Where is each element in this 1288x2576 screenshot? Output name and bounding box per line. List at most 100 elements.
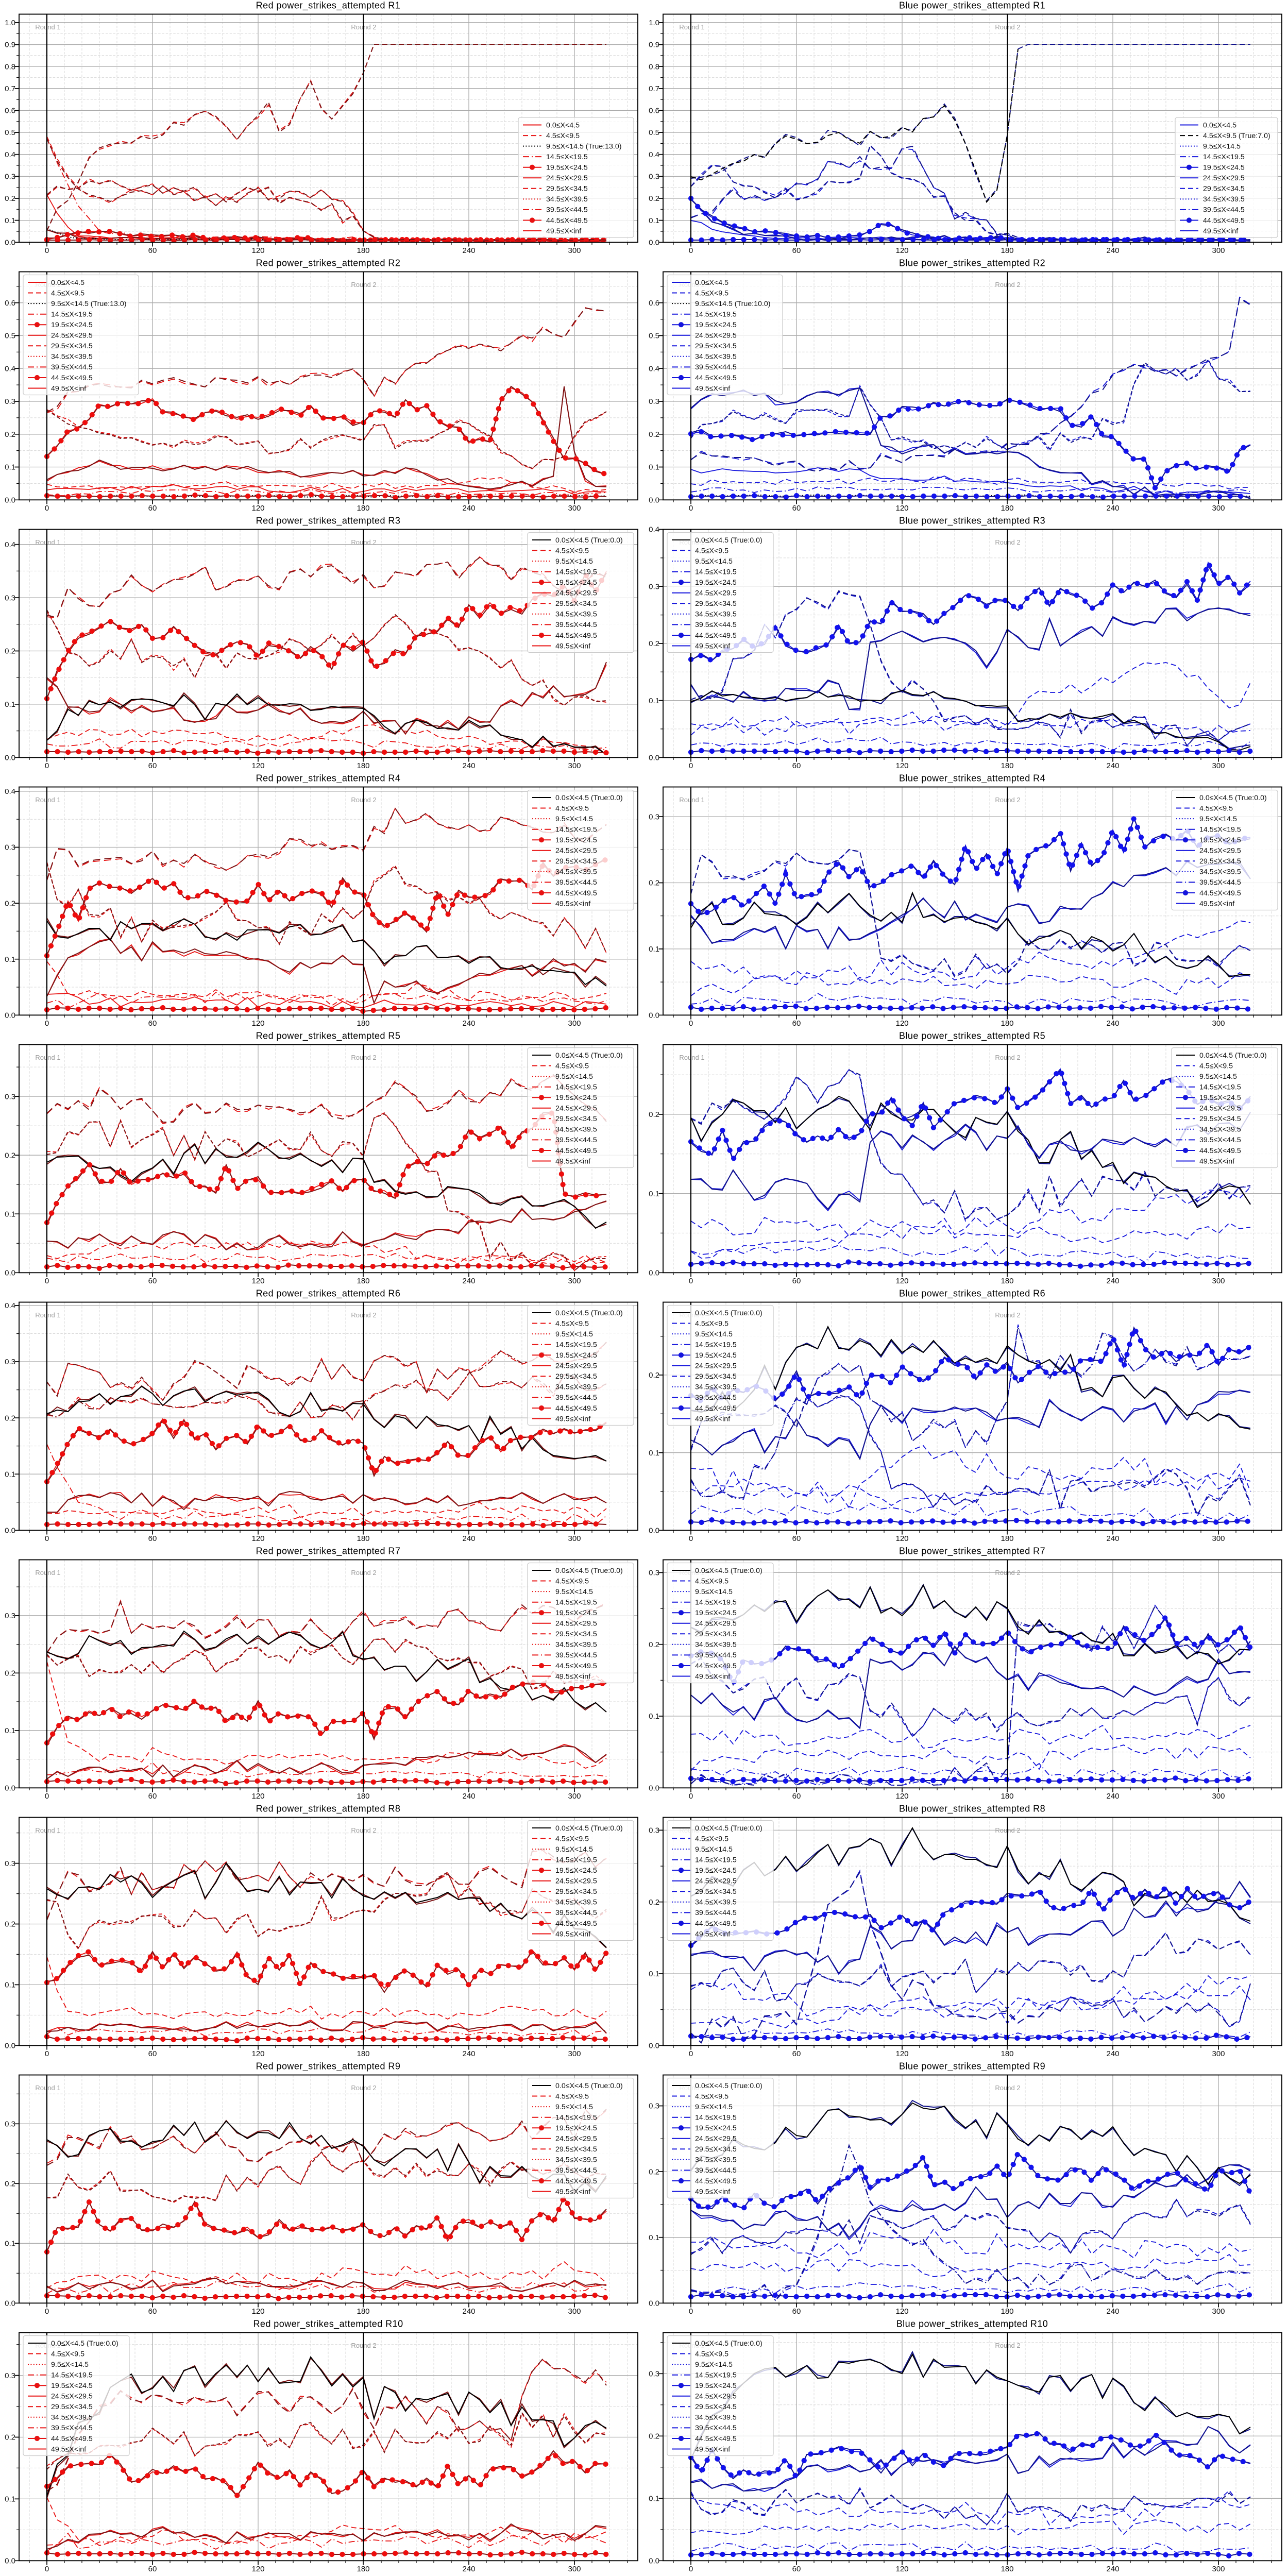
svg-text:39.5≤X<44.5: 39.5≤X<44.5 — [695, 2424, 737, 2432]
svg-text:0.0≤X<4.5 (True:0.0): 0.0≤X<4.5 (True:0.0) — [695, 2082, 762, 2090]
svg-text:0: 0 — [45, 761, 49, 770]
svg-text:9.5≤X<14.5: 9.5≤X<14.5 — [1199, 1073, 1237, 1081]
svg-text:24.5≤X<29.5: 24.5≤X<29.5 — [51, 332, 93, 340]
svg-text:0.2: 0.2 — [5, 1151, 15, 1160]
svg-text:180: 180 — [1001, 246, 1013, 255]
svg-text:19.5≤X<24.5: 19.5≤X<24.5 — [555, 1609, 597, 1617]
svg-text:240: 240 — [462, 2565, 475, 2573]
svg-text:0.1: 0.1 — [649, 2495, 659, 2503]
svg-text:Red power_strikes_attempted R3: Red power_strikes_attempted R3 — [256, 516, 401, 527]
svg-text:300: 300 — [1212, 1792, 1225, 1801]
svg-text:60: 60 — [792, 2307, 801, 2316]
svg-text:120: 120 — [251, 2049, 264, 2058]
svg-text:0: 0 — [689, 761, 693, 770]
svg-text:0.2: 0.2 — [5, 430, 15, 439]
svg-text:19.5≤X<24.5: 19.5≤X<24.5 — [695, 1867, 737, 1875]
svg-text:300: 300 — [1212, 761, 1225, 770]
svg-text:44.5≤X<49.5: 44.5≤X<49.5 — [1199, 889, 1241, 897]
svg-text:180: 180 — [1001, 2565, 1013, 2573]
svg-text:4.5≤X<9.5: 4.5≤X<9.5 — [1199, 804, 1233, 812]
svg-text:4.5≤X<9.5: 4.5≤X<9.5 — [51, 289, 84, 297]
svg-text:0.0: 0.0 — [649, 2557, 659, 2566]
svg-text:0.4: 0.4 — [649, 364, 659, 373]
svg-text:Blue power_strikes_attempted R: Blue power_strikes_attempted R9 — [899, 2061, 1045, 2072]
svg-text:180: 180 — [357, 1534, 369, 1543]
svg-text:39.5≤X<44.5: 39.5≤X<44.5 — [695, 1394, 737, 1402]
svg-text:34.5≤X<39.5: 34.5≤X<39.5 — [695, 353, 737, 361]
svg-text:39.5≤X<44.5: 39.5≤X<44.5 — [555, 2166, 597, 2175]
svg-text:49.5≤X<inf: 49.5≤X<inf — [51, 2445, 86, 2453]
svg-text:44.5≤X<49.5: 44.5≤X<49.5 — [555, 1404, 597, 1413]
svg-text:0.2: 0.2 — [5, 1414, 15, 1422]
svg-text:60: 60 — [792, 2049, 801, 2058]
svg-text:24.5≤X<29.5: 24.5≤X<29.5 — [555, 1877, 597, 1886]
svg-text:180: 180 — [1001, 1792, 1013, 1801]
svg-text:29.5≤X<34.5: 29.5≤X<34.5 — [1199, 1115, 1241, 1123]
svg-text:24.5≤X<29.5: 24.5≤X<29.5 — [695, 2393, 737, 2401]
svg-text:60: 60 — [792, 1792, 801, 1801]
svg-text:Red power_strikes_attempted R6: Red power_strikes_attempted R6 — [256, 1289, 401, 1299]
svg-text:180: 180 — [1001, 1277, 1013, 1285]
svg-text:39.5≤X<44.5: 39.5≤X<44.5 — [546, 206, 588, 214]
svg-text:0.4: 0.4 — [649, 150, 659, 159]
svg-text:300: 300 — [568, 1277, 581, 1285]
svg-text:0.0: 0.0 — [5, 754, 15, 762]
svg-text:120: 120 — [895, 761, 908, 770]
svg-text:34.5≤X<39.5: 34.5≤X<39.5 — [1203, 195, 1245, 204]
svg-text:34.5≤X<39.5: 34.5≤X<39.5 — [695, 1641, 737, 1649]
svg-text:14.5≤X<19.5: 14.5≤X<19.5 — [546, 153, 588, 161]
svg-text:39.5≤X<44.5: 39.5≤X<44.5 — [695, 1651, 737, 1659]
svg-text:0: 0 — [45, 2307, 49, 2316]
svg-text:44.5≤X<49.5: 44.5≤X<49.5 — [555, 632, 597, 640]
svg-text:4.5≤X<9.5: 4.5≤X<9.5 — [546, 132, 580, 140]
svg-text:60: 60 — [792, 1019, 801, 1028]
svg-text:0.2: 0.2 — [5, 899, 15, 908]
svg-text:180: 180 — [357, 1019, 369, 1028]
svg-text:0.3: 0.3 — [5, 2120, 15, 2129]
svg-text:19.5≤X<24.5: 19.5≤X<24.5 — [1199, 1094, 1241, 1102]
svg-text:60: 60 — [148, 2049, 157, 2058]
svg-text:0: 0 — [689, 1792, 693, 1801]
svg-text:Blue power_strikes_attempted R: Blue power_strikes_attempted R1 — [899, 1, 1045, 11]
svg-text:44.5≤X<49.5: 44.5≤X<49.5 — [555, 1662, 597, 1670]
svg-text:24.5≤X<29.5: 24.5≤X<29.5 — [546, 174, 588, 182]
svg-text:60: 60 — [792, 761, 801, 770]
svg-text:240: 240 — [462, 1534, 475, 1543]
svg-text:300: 300 — [1212, 2307, 1225, 2316]
svg-text:120: 120 — [251, 1277, 264, 1285]
svg-text:0.3: 0.3 — [649, 397, 659, 406]
svg-text:39.5≤X<44.5: 39.5≤X<44.5 — [555, 1394, 597, 1402]
svg-text:0.1: 0.1 — [649, 1449, 659, 1458]
svg-text:39.5≤X<44.5: 39.5≤X<44.5 — [51, 2424, 93, 2432]
svg-text:0.0≤X<4.5 (True:0.0): 0.0≤X<4.5 (True:0.0) — [555, 2082, 623, 2090]
svg-text:120: 120 — [251, 761, 264, 770]
svg-text:0.0≤X<4.5 (True:0.0): 0.0≤X<4.5 (True:0.0) — [555, 1824, 623, 1833]
svg-text:0.0: 0.0 — [5, 1527, 15, 1535]
svg-text:0.0: 0.0 — [649, 2042, 659, 2050]
svg-text:49.5≤X<inf: 49.5≤X<inf — [555, 2188, 590, 2196]
svg-text:9.5≤X<14.5 (True:10.0): 9.5≤X<14.5 (True:10.0) — [695, 300, 770, 308]
svg-text:39.5≤X<44.5: 39.5≤X<44.5 — [51, 363, 93, 371]
svg-text:Round 1: Round 1 — [35, 1826, 60, 1834]
svg-text:0.0: 0.0 — [649, 2299, 659, 2308]
svg-text:0.0: 0.0 — [5, 1011, 15, 1020]
svg-text:0.0≤X<4.5 (True:0.0): 0.0≤X<4.5 (True:0.0) — [51, 2340, 118, 2348]
svg-text:4.5≤X<9.5: 4.5≤X<9.5 — [555, 804, 589, 812]
svg-text:34.5≤X<39.5: 34.5≤X<39.5 — [695, 1383, 737, 1392]
svg-text:0.1: 0.1 — [649, 945, 659, 954]
svg-text:240: 240 — [462, 2307, 475, 2316]
svg-text:4.5≤X<9.5: 4.5≤X<9.5 — [51, 2350, 84, 2358]
svg-text:240: 240 — [462, 246, 475, 255]
svg-text:0.2: 0.2 — [5, 1920, 15, 1929]
svg-text:19.5≤X<24.5: 19.5≤X<24.5 — [546, 164, 588, 172]
svg-text:44.5≤X<49.5: 44.5≤X<49.5 — [555, 2177, 597, 2185]
svg-text:0.1: 0.1 — [5, 955, 15, 964]
svg-text:24.5≤X<29.5: 24.5≤X<29.5 — [555, 2135, 597, 2143]
svg-text:0.3: 0.3 — [5, 173, 15, 181]
svg-text:180: 180 — [357, 246, 369, 255]
svg-text:0.5: 0.5 — [649, 332, 659, 341]
svg-text:300: 300 — [568, 504, 581, 513]
svg-text:29.5≤X<34.5: 29.5≤X<34.5 — [1203, 185, 1245, 193]
svg-text:24.5≤X<29.5: 24.5≤X<29.5 — [555, 847, 597, 855]
svg-text:29.5≤X<34.5: 29.5≤X<34.5 — [695, 2145, 737, 2154]
